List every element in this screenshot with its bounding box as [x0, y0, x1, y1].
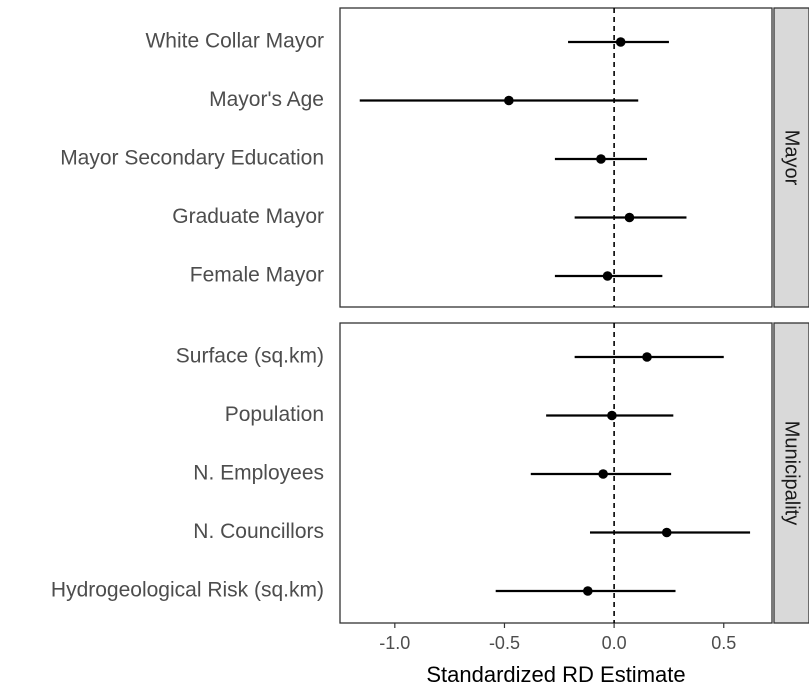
x-tick-label: -0.5 — [489, 633, 520, 653]
row-label: Female Mayor — [190, 264, 324, 287]
estimate-row: Surface (sq.km) — [176, 345, 724, 368]
x-tick-label: 0.0 — [602, 633, 627, 653]
row-label: N. Employees — [193, 462, 324, 485]
estimate-row: Graduate Mayor — [172, 205, 687, 228]
estimate-row: Mayor's Age — [209, 88, 639, 111]
point-estimate — [596, 154, 606, 164]
panel-mayor: Mayor White Collar Mayor Mayor's Age Mayor … — [60, 7, 809, 308]
point-estimate — [624, 212, 635, 223]
estimate-row: Female Mayor — [190, 264, 663, 287]
row-label: White Collar Mayor — [145, 30, 324, 53]
point-estimate — [661, 527, 672, 538]
strip-label: Municipality — [781, 421, 803, 525]
point-estimate — [598, 469, 608, 479]
row-label: N. Councillors — [193, 520, 324, 543]
row-label: Surface (sq.km) — [176, 345, 324, 368]
estimate-row: Mayor Secondary Education — [60, 147, 648, 170]
panel-border — [339, 7, 773, 308]
panels: Mayor White Collar Mayor Mayor's Age Mayor … — [51, 7, 809, 624]
point-estimate — [615, 37, 626, 47]
estimate-row: Population — [225, 403, 674, 426]
row-label: Hydrogeological Risk (sq.km) — [51, 579, 324, 602]
point-estimate — [582, 586, 593, 596]
row-label: Mayor's Age — [209, 88, 324, 111]
panel-strip — [773, 322, 809, 624]
point-estimate — [504, 95, 514, 106]
estimate-row: Hydrogeological Risk (sq.km) — [51, 579, 676, 602]
panel-municipality: Municipality Surface (sq.km) Population N. … — [51, 322, 809, 624]
estimate-row: N. Employees — [193, 462, 672, 485]
estimate-row: White Collar Mayor — [145, 30, 669, 53]
x-axis: -1.0 -0.5 0.0 0.5 — [379, 623, 736, 653]
estimate-row: N. Councillors — [193, 520, 751, 543]
row-label: Graduate Mayor — [172, 205, 324, 228]
row-label: Population — [225, 403, 324, 426]
panel-strip — [773, 7, 809, 308]
x-tick-label: 0.5 — [711, 633, 736, 653]
row-label: Mayor Secondary Education — [60, 147, 324, 170]
point-estimate — [642, 352, 652, 362]
strip-label: Mayor — [781, 130, 803, 186]
x-axis-title: Standardized RD Estimate — [426, 662, 685, 687]
x-tick-label: -1.0 — [379, 633, 410, 653]
point-estimate — [602, 271, 613, 281]
point-estimate — [607, 410, 617, 421]
